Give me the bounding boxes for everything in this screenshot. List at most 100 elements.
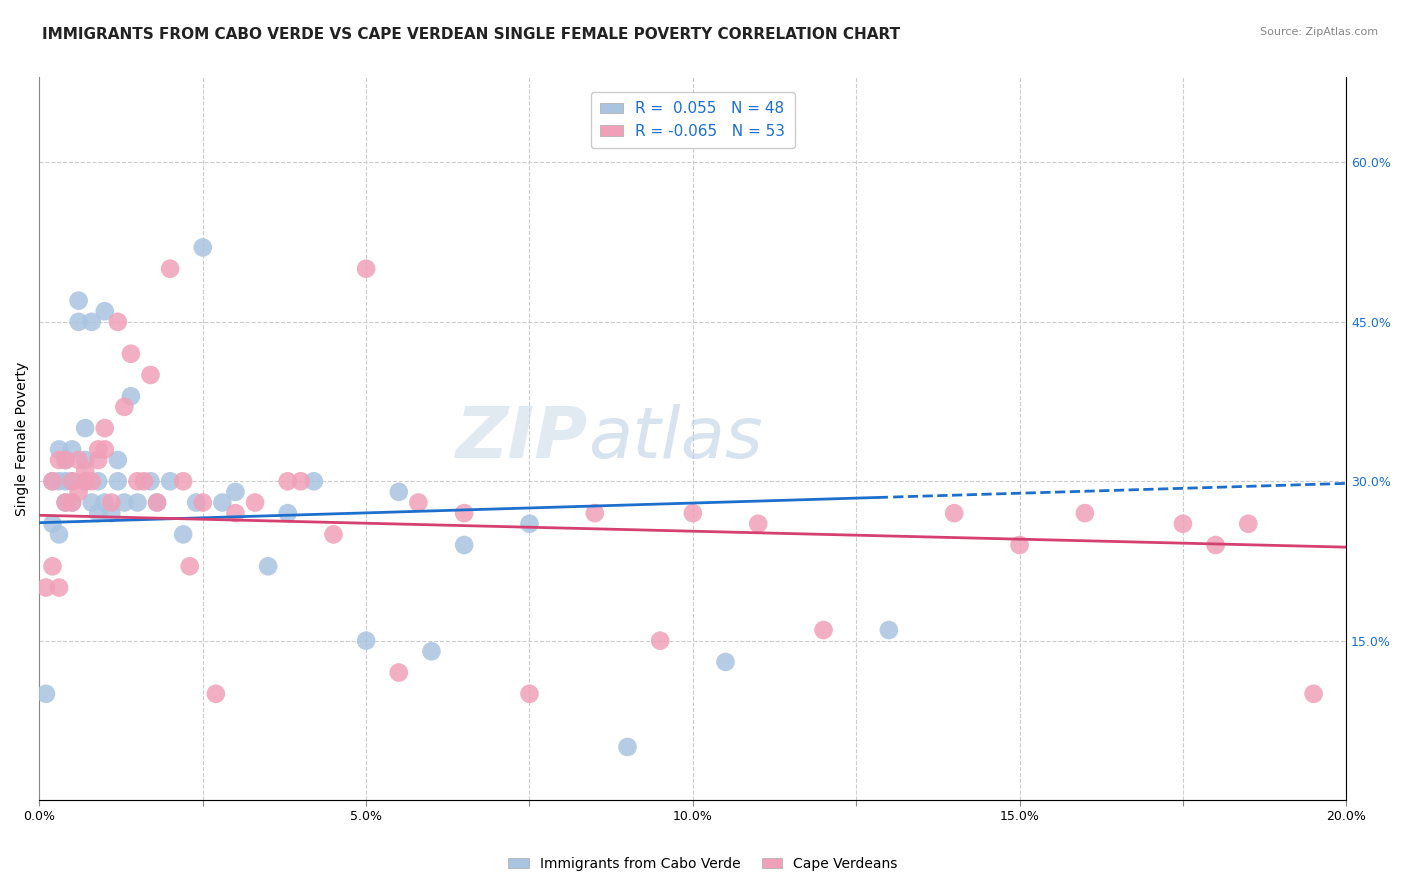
Point	[453, 538, 475, 552]
Point	[120, 389, 142, 403]
Point	[211, 495, 233, 509]
Point	[159, 261, 181, 276]
Point	[55, 475, 77, 489]
Point	[75, 475, 97, 489]
Point	[1205, 538, 1227, 552]
Point	[48, 442, 70, 457]
Point	[243, 495, 266, 509]
Text: atlas: atlas	[588, 404, 763, 474]
Point	[388, 484, 411, 499]
Point	[48, 475, 70, 489]
Point	[354, 633, 377, 648]
Point	[139, 475, 162, 489]
Point	[100, 506, 122, 520]
Point	[290, 475, 312, 489]
Legend: R =  0.055   N = 48, R = -0.065   N = 53: R = 0.055 N = 48, R = -0.065 N = 53	[591, 92, 794, 148]
Point	[55, 495, 77, 509]
Point	[159, 475, 181, 489]
Point	[1171, 516, 1194, 531]
Point	[1008, 538, 1031, 552]
Point	[67, 315, 90, 329]
Point	[127, 495, 149, 509]
Point	[107, 315, 129, 329]
Point	[682, 506, 704, 520]
Point	[48, 453, 70, 467]
Point	[75, 421, 97, 435]
Point	[67, 453, 90, 467]
Point	[146, 495, 169, 509]
Point	[453, 506, 475, 520]
Point	[75, 464, 97, 478]
Point	[112, 495, 135, 509]
Point	[714, 655, 737, 669]
Text: ZIP: ZIP	[456, 404, 588, 474]
Point	[408, 495, 430, 509]
Point	[1074, 506, 1097, 520]
Point	[257, 559, 280, 574]
Point	[120, 347, 142, 361]
Point	[60, 495, 83, 509]
Point	[519, 516, 541, 531]
Point	[87, 475, 110, 489]
Point	[55, 453, 77, 467]
Point	[1302, 687, 1324, 701]
Point	[60, 442, 83, 457]
Point	[943, 506, 966, 520]
Point	[75, 453, 97, 467]
Point	[48, 581, 70, 595]
Point	[100, 495, 122, 509]
Point	[41, 516, 63, 531]
Point	[60, 475, 83, 489]
Point	[191, 495, 214, 509]
Text: Source: ZipAtlas.com: Source: ZipAtlas.com	[1260, 27, 1378, 37]
Point	[87, 453, 110, 467]
Point	[107, 453, 129, 467]
Point	[80, 315, 103, 329]
Point	[41, 559, 63, 574]
Point	[179, 559, 201, 574]
Y-axis label: Single Female Poverty: Single Female Poverty	[15, 361, 30, 516]
Point	[139, 368, 162, 382]
Point	[650, 633, 672, 648]
Point	[60, 475, 83, 489]
Point	[41, 475, 63, 489]
Point	[48, 527, 70, 541]
Point	[146, 495, 169, 509]
Point	[94, 495, 117, 509]
Point	[616, 739, 638, 754]
Point	[224, 506, 246, 520]
Point	[277, 506, 299, 520]
Point	[191, 240, 214, 254]
Point	[80, 495, 103, 509]
Point	[67, 484, 90, 499]
Point	[354, 261, 377, 276]
Point	[172, 527, 194, 541]
Point	[55, 453, 77, 467]
Point	[186, 495, 208, 509]
Point	[519, 687, 541, 701]
Legend: Immigrants from Cabo Verde, Cape Verdeans: Immigrants from Cabo Verde, Cape Verdean…	[502, 851, 904, 876]
Point	[60, 495, 83, 509]
Point	[35, 687, 58, 701]
Point	[388, 665, 411, 680]
Point	[41, 475, 63, 489]
Point	[1237, 516, 1260, 531]
Point	[877, 623, 900, 637]
Point	[67, 293, 90, 308]
Point	[172, 475, 194, 489]
Point	[224, 484, 246, 499]
Point	[55, 495, 77, 509]
Point	[107, 475, 129, 489]
Point	[75, 475, 97, 489]
Point	[205, 687, 228, 701]
Point	[35, 581, 58, 595]
Point	[420, 644, 443, 658]
Point	[87, 442, 110, 457]
Point	[94, 421, 117, 435]
Point	[302, 475, 325, 489]
Point	[94, 442, 117, 457]
Point	[87, 506, 110, 520]
Point	[583, 506, 606, 520]
Text: IMMIGRANTS FROM CABO VERDE VS CAPE VERDEAN SINGLE FEMALE POVERTY CORRELATION CHA: IMMIGRANTS FROM CABO VERDE VS CAPE VERDE…	[42, 27, 900, 42]
Point	[322, 527, 344, 541]
